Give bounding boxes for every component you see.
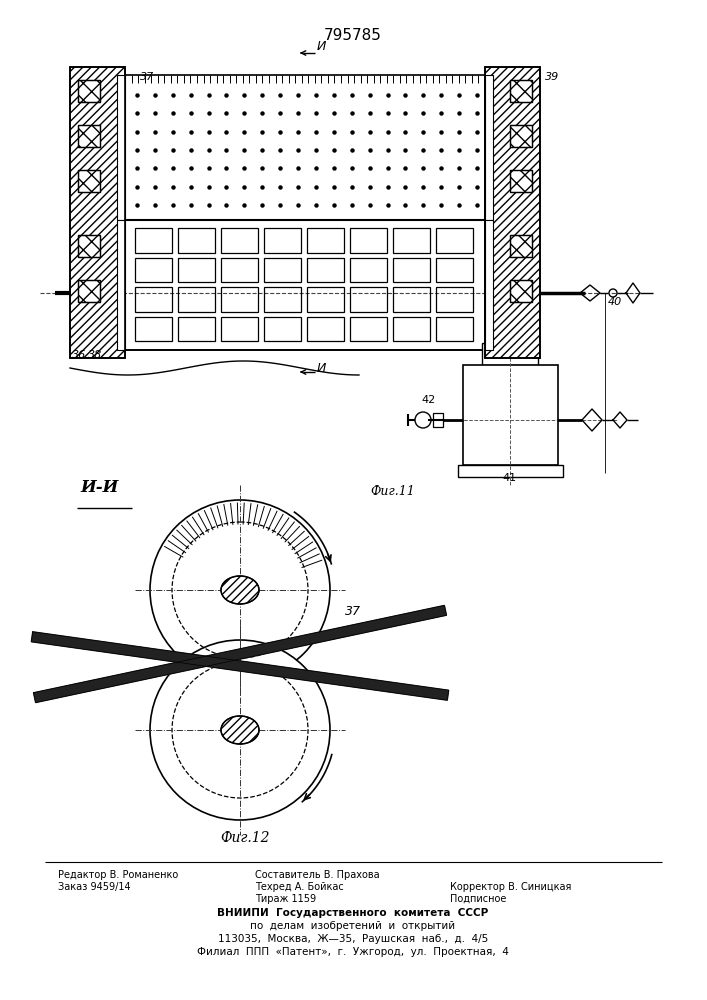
Bar [350, 287, 387, 312]
Bar [482, 343, 538, 365]
Text: 38: 38 [88, 350, 103, 360]
Bar [221, 287, 258, 312]
Bar [70, 67, 125, 358]
Text: 113035,  Москва,  Ж—35,  Раушская  наб.,  д.  4/5: 113035, Москва, Ж—35, Раушская наб., д. … [218, 934, 488, 944]
Bar [221, 316, 258, 341]
Bar [78, 280, 100, 302]
Bar [78, 80, 100, 102]
Bar [458, 465, 563, 477]
Bar [135, 228, 172, 252]
Bar [264, 287, 301, 312]
Bar [485, 220, 493, 350]
Bar [78, 280, 100, 302]
Bar [178, 257, 215, 282]
Bar [264, 257, 301, 282]
Bar [307, 287, 344, 312]
Circle shape [415, 412, 431, 428]
Bar [78, 170, 100, 192]
Bar [78, 170, 100, 192]
Bar [307, 257, 344, 282]
Bar [178, 316, 215, 341]
Bar [510, 235, 532, 257]
Bar [78, 125, 100, 147]
Text: И: И [317, 40, 327, 53]
Bar [510, 170, 532, 192]
Bar [78, 235, 100, 257]
Bar [436, 316, 473, 341]
Bar [350, 257, 387, 282]
Bar [78, 80, 100, 102]
Text: 39: 39 [545, 72, 559, 82]
Bar [436, 287, 473, 312]
Text: 795785: 795785 [324, 28, 382, 43]
Bar [510, 235, 532, 257]
Circle shape [609, 289, 617, 297]
Text: Редактор В. Романенко: Редактор В. Романенко [58, 870, 178, 880]
Circle shape [150, 500, 330, 680]
Bar [510, 80, 532, 102]
Polygon shape [31, 632, 449, 700]
Text: 37: 37 [345, 605, 361, 618]
Bar [350, 316, 387, 341]
Bar [510, 125, 532, 147]
Text: 36: 36 [72, 350, 86, 360]
Text: Техред А. Бойкас: Техред А. Бойкас [255, 882, 344, 892]
Bar [510, 280, 532, 302]
Text: Филиал  ППП  «Патент»,  г.  Ужгород,  ул.  Проектная,  4: Филиал ППП «Патент», г. Ужгород, ул. Про… [197, 947, 509, 957]
Bar [307, 316, 344, 341]
Bar [264, 228, 301, 252]
Bar [117, 220, 125, 350]
Bar [350, 228, 387, 252]
Bar [393, 287, 430, 312]
Bar [178, 287, 215, 312]
Bar [510, 80, 532, 102]
Text: Фиг.12: Фиг.12 [220, 831, 269, 845]
Bar [135, 287, 172, 312]
Text: Тираж 1159: Тираж 1159 [255, 894, 316, 904]
Text: И: И [317, 362, 327, 375]
Bar [135, 257, 172, 282]
Bar [485, 67, 540, 358]
Text: И-И: И-И [80, 479, 118, 496]
Bar [135, 316, 172, 341]
Bar [436, 228, 473, 252]
Text: Подписное: Подписное [450, 894, 506, 904]
Bar [307, 228, 344, 252]
Bar [510, 280, 532, 302]
Text: 42: 42 [421, 395, 436, 405]
Bar [393, 228, 430, 252]
Bar [78, 235, 100, 257]
Bar [78, 125, 100, 147]
Polygon shape [33, 605, 446, 703]
Bar [463, 365, 558, 465]
Text: Фиг.11: Фиг.11 [370, 485, 415, 498]
Text: 40: 40 [608, 297, 622, 307]
Text: 41: 41 [502, 473, 516, 483]
Bar [70, 67, 125, 358]
Text: Корректор В. Синицкая: Корректор В. Синицкая [450, 882, 571, 892]
Text: Составитель В. Прахова: Составитель В. Прахова [255, 870, 380, 880]
Bar [485, 67, 540, 358]
Text: 37: 37 [140, 72, 154, 82]
Bar [221, 228, 258, 252]
Bar [178, 228, 215, 252]
Bar [436, 257, 473, 282]
Text: ВНИИПИ  Государственного  комитета  СССР: ВНИИПИ Государственного комитета СССР [217, 908, 489, 918]
Bar [510, 170, 532, 192]
Ellipse shape [221, 576, 259, 604]
Bar [117, 75, 125, 220]
Bar [221, 257, 258, 282]
Text: Заказ 9459/14: Заказ 9459/14 [58, 882, 131, 892]
Bar [393, 316, 430, 341]
Bar [510, 125, 532, 147]
Bar [264, 316, 301, 341]
Ellipse shape [221, 716, 259, 744]
Circle shape [150, 640, 330, 820]
Text: по  делам  изобретений  и  открытий: по делам изобретений и открытий [250, 921, 455, 931]
Bar [125, 220, 485, 350]
Bar [393, 257, 430, 282]
Bar [433, 413, 443, 427]
Bar [485, 75, 493, 220]
Bar [125, 75, 485, 220]
